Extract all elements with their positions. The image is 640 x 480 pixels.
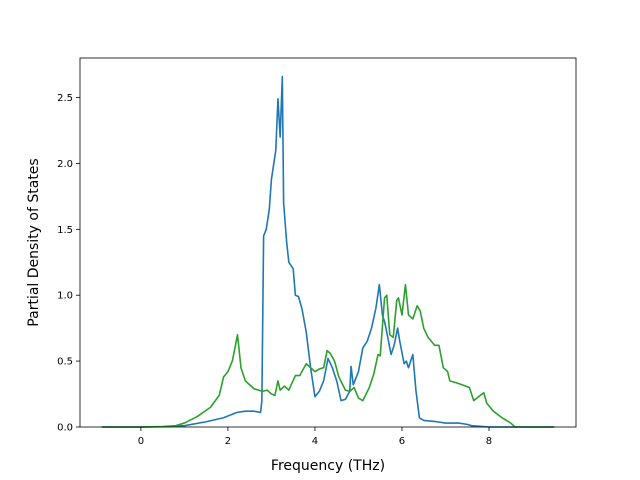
x-tick-label: 4 [312,436,318,447]
x-tick-label: 0 [138,436,144,447]
series-line-2 [101,283,555,428]
y-axis-label: Partial Density of States [26,158,42,326]
y-tick-label: 2.0 [57,159,73,170]
plot-frame [79,57,577,428]
x-axis-ticks: 0 2 4 6 8 [138,427,492,447]
x-tick-label: 6 [399,436,405,447]
y-tick-label: 1.0 [57,291,73,302]
x-tick-label: 2 [225,436,231,447]
series-line-1 [101,75,555,428]
y-tick-label: 2.5 [57,93,73,104]
y-tick-label: 0.5 [57,357,73,368]
y-tick-label: 0.0 [57,423,73,434]
x-axis-label: Frequency (THz) [271,458,385,474]
y-axis-ticks: 0.0 0.5 1.0 1.5 2.0 2.5 [57,93,80,434]
x-tick-label: 8 [486,436,492,447]
series-lines [101,75,555,428]
y-tick-label: 1.5 [57,225,73,236]
